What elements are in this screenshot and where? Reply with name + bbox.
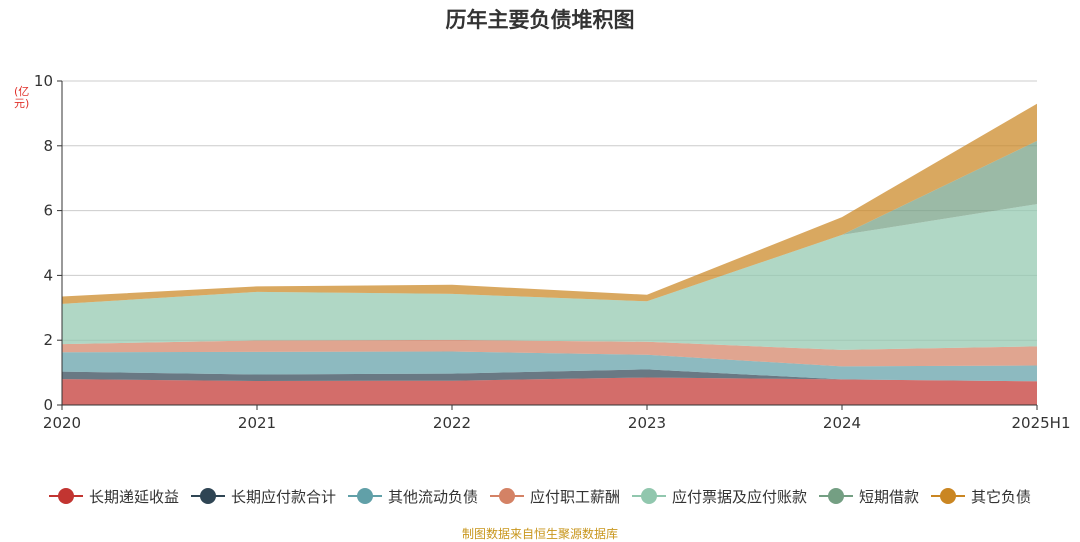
legend-label: 其它负债 [971,487,1032,506]
area-series-2[interactable] [62,369,1037,382]
y-tick-label: 2 [43,331,53,349]
y-axis-unit-label: (亿元) [14,85,30,110]
area-series-group [62,103,1037,406]
legend-label: 短期借款 [859,487,920,506]
x-tick-label: 2025H1 [1012,414,1071,432]
legend-item-7[interactable]: 其它负债 [931,486,1031,507]
x-tick-label: 2021 [238,414,276,432]
area-series-4[interactable] [62,339,1037,367]
x-tick-label: 2023 [628,414,666,432]
chart-legend: 长期递延收益 长期应付款合计 其他流动负债 应付职工薪酬 应付票据及应付账款 短期借款 其它… [0,484,1080,508]
area-series-1[interactable] [62,377,1037,406]
legend-label: 长期递延收益 [88,487,179,506]
legend-item-2[interactable]: 长期应付款合计 [190,486,336,507]
legend-marker-icon [489,488,524,504]
x-tick-label: 2024 [823,414,861,432]
legend-marker-icon [931,488,966,504]
y-tick-label: 10 [34,72,53,90]
legend-item-1[interactable]: 长期递延收益 [48,486,179,507]
legend-marker-icon [632,488,666,504]
legend-item-6[interactable]: 短期借款 [819,486,919,507]
legend-label: 其他流动负债 [387,487,478,506]
legend-label: 长期应付款合计 [230,487,336,506]
source-note: 制图数据来自恒生聚源数据库 [461,527,618,541]
x-tick-label: 2022 [433,414,471,432]
legend-marker-icon [819,488,854,504]
legend-marker-icon [48,488,83,504]
area-series-3[interactable] [62,351,1037,382]
stacked-area-chart: 0 2 4 6 8 10 2020 2021 2022 2023 2024 2025H1 [34,72,1071,432]
y-tick-label: 4 [43,266,53,284]
legend-label: 应付职工薪酬 [529,487,620,506]
legend-item-4[interactable]: 应付职工薪酬 [489,486,620,507]
area-series-5[interactable] [62,204,1037,350]
y-tick-label: 6 [43,202,53,220]
chart-title: 历年主要负债堆积图 [445,8,635,32]
legend-label: 应付票据及应付账款 [672,487,808,506]
axes: 0 2 4 6 8 10 2020 2021 2022 2023 2024 2025H1 [34,72,1071,432]
legend-marker-icon [347,488,382,504]
y-tick-label: 0 [43,396,53,414]
legend-marker-icon [190,488,225,504]
legend-item-5[interactable]: 应付票据及应付账款 [632,486,807,507]
x-tick-label: 2020 [43,414,81,432]
legend-item-3[interactable]: 其他流动负债 [347,486,478,507]
y-tick-label: 8 [43,137,53,155]
